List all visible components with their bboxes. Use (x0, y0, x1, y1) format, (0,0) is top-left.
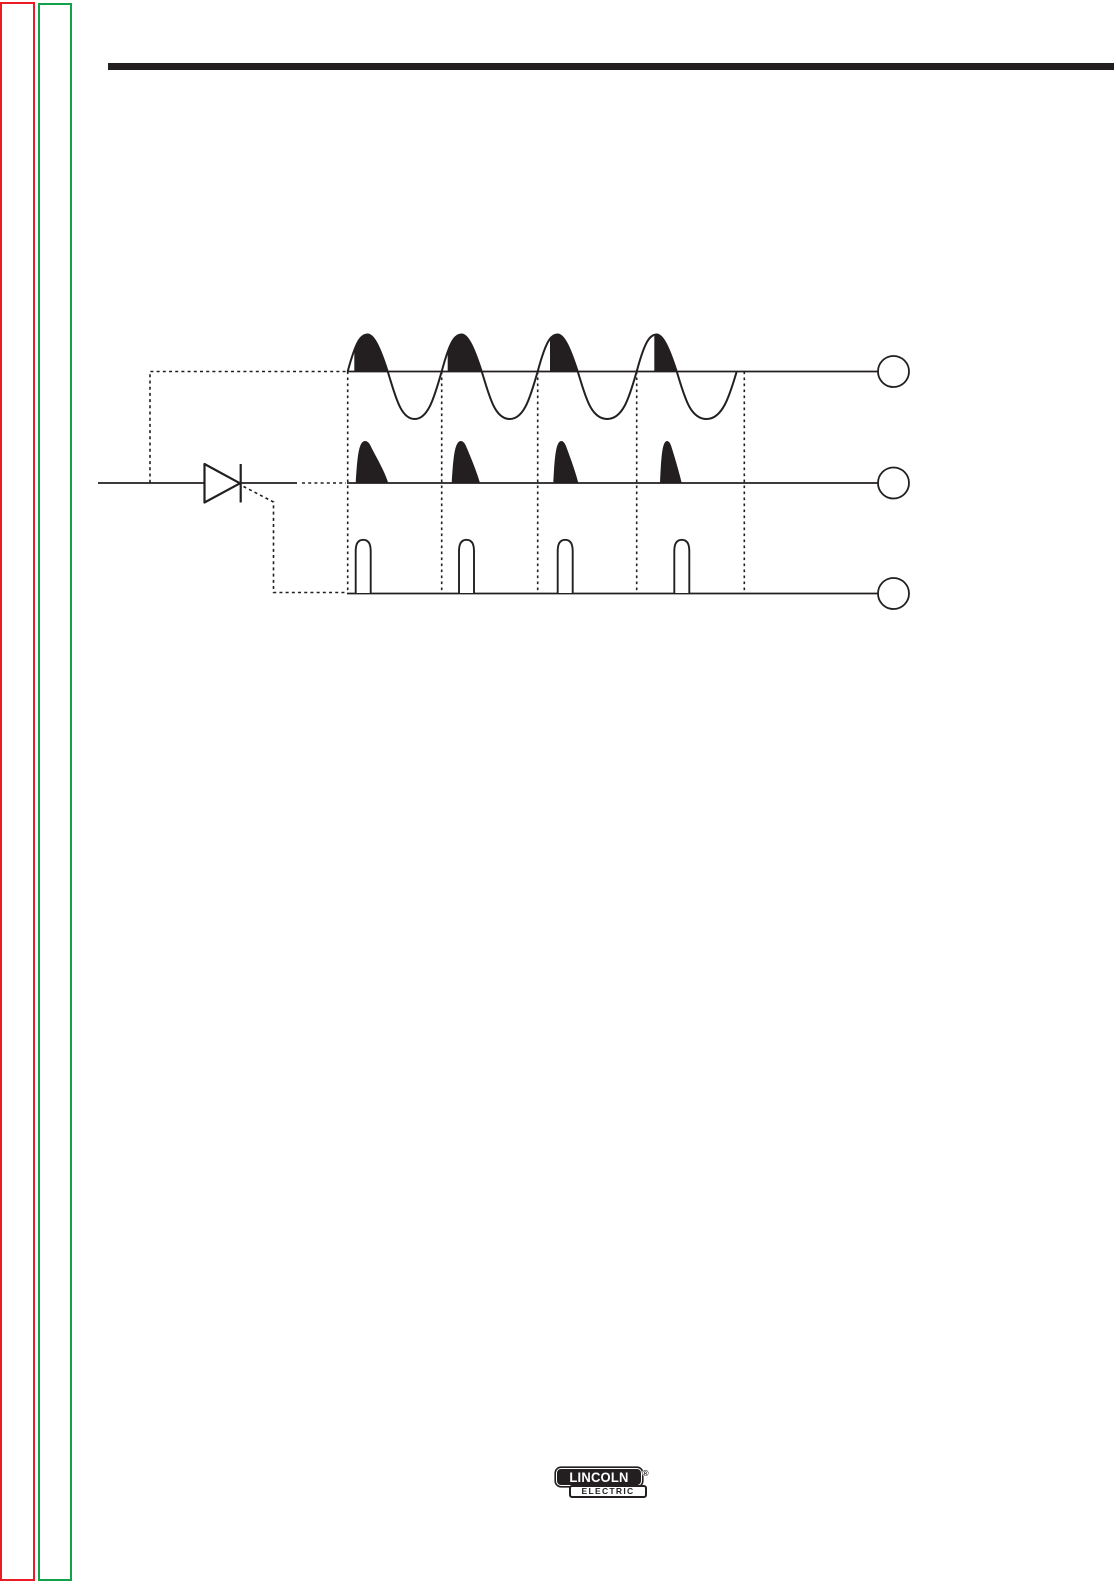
gate-trigger-pulse (458, 538, 475, 593)
conduction-fill (550, 335, 578, 372)
output-current-pulse (660, 440, 682, 483)
output-current-pulse (355, 440, 389, 483)
registered-trademark-icon: ® (641, 1468, 650, 1478)
terminal-circle-top (877, 355, 910, 388)
output-current-pulse (451, 440, 480, 483)
gate-trigger-pulse (673, 538, 691, 593)
green-registration-mark (38, 3, 72, 1581)
output-pulse-group (355, 440, 682, 483)
dashed-link-top-left (149, 370, 347, 483)
conduction-fill (654, 335, 677, 372)
electric-logo-box: ELECTRIC (569, 1485, 647, 1498)
dashed-link-gate-path (243, 485, 347, 594)
conduction-fill-group (354, 335, 677, 372)
terminal-circle-bottom (877, 577, 910, 610)
scr-waveform-diagram (98, 333, 910, 610)
terminal-circle-middle (877, 466, 910, 500)
red-registration-mark (0, 2, 35, 1581)
gate-trigger-pulse (354, 538, 372, 593)
ac-sine-wave (346, 333, 738, 421)
header-rule (108, 63, 1114, 70)
gate-trigger-pulse (556, 538, 574, 593)
output-current-pulse (553, 440, 579, 483)
electric-logo-text: ELECTRIC (581, 1486, 635, 1496)
cycle-divider-lines (346, 371, 746, 594)
lincoln-logo-text: LINCOLN (569, 1469, 629, 1485)
conduction-fill (354, 335, 388, 372)
conduction-fill (447, 335, 482, 372)
diode-triangle (203, 462, 242, 504)
lincoln-logo-box: LINCOLN (556, 1468, 642, 1486)
diode-symbol (98, 462, 297, 504)
gate-pulse-group (354, 538, 691, 593)
